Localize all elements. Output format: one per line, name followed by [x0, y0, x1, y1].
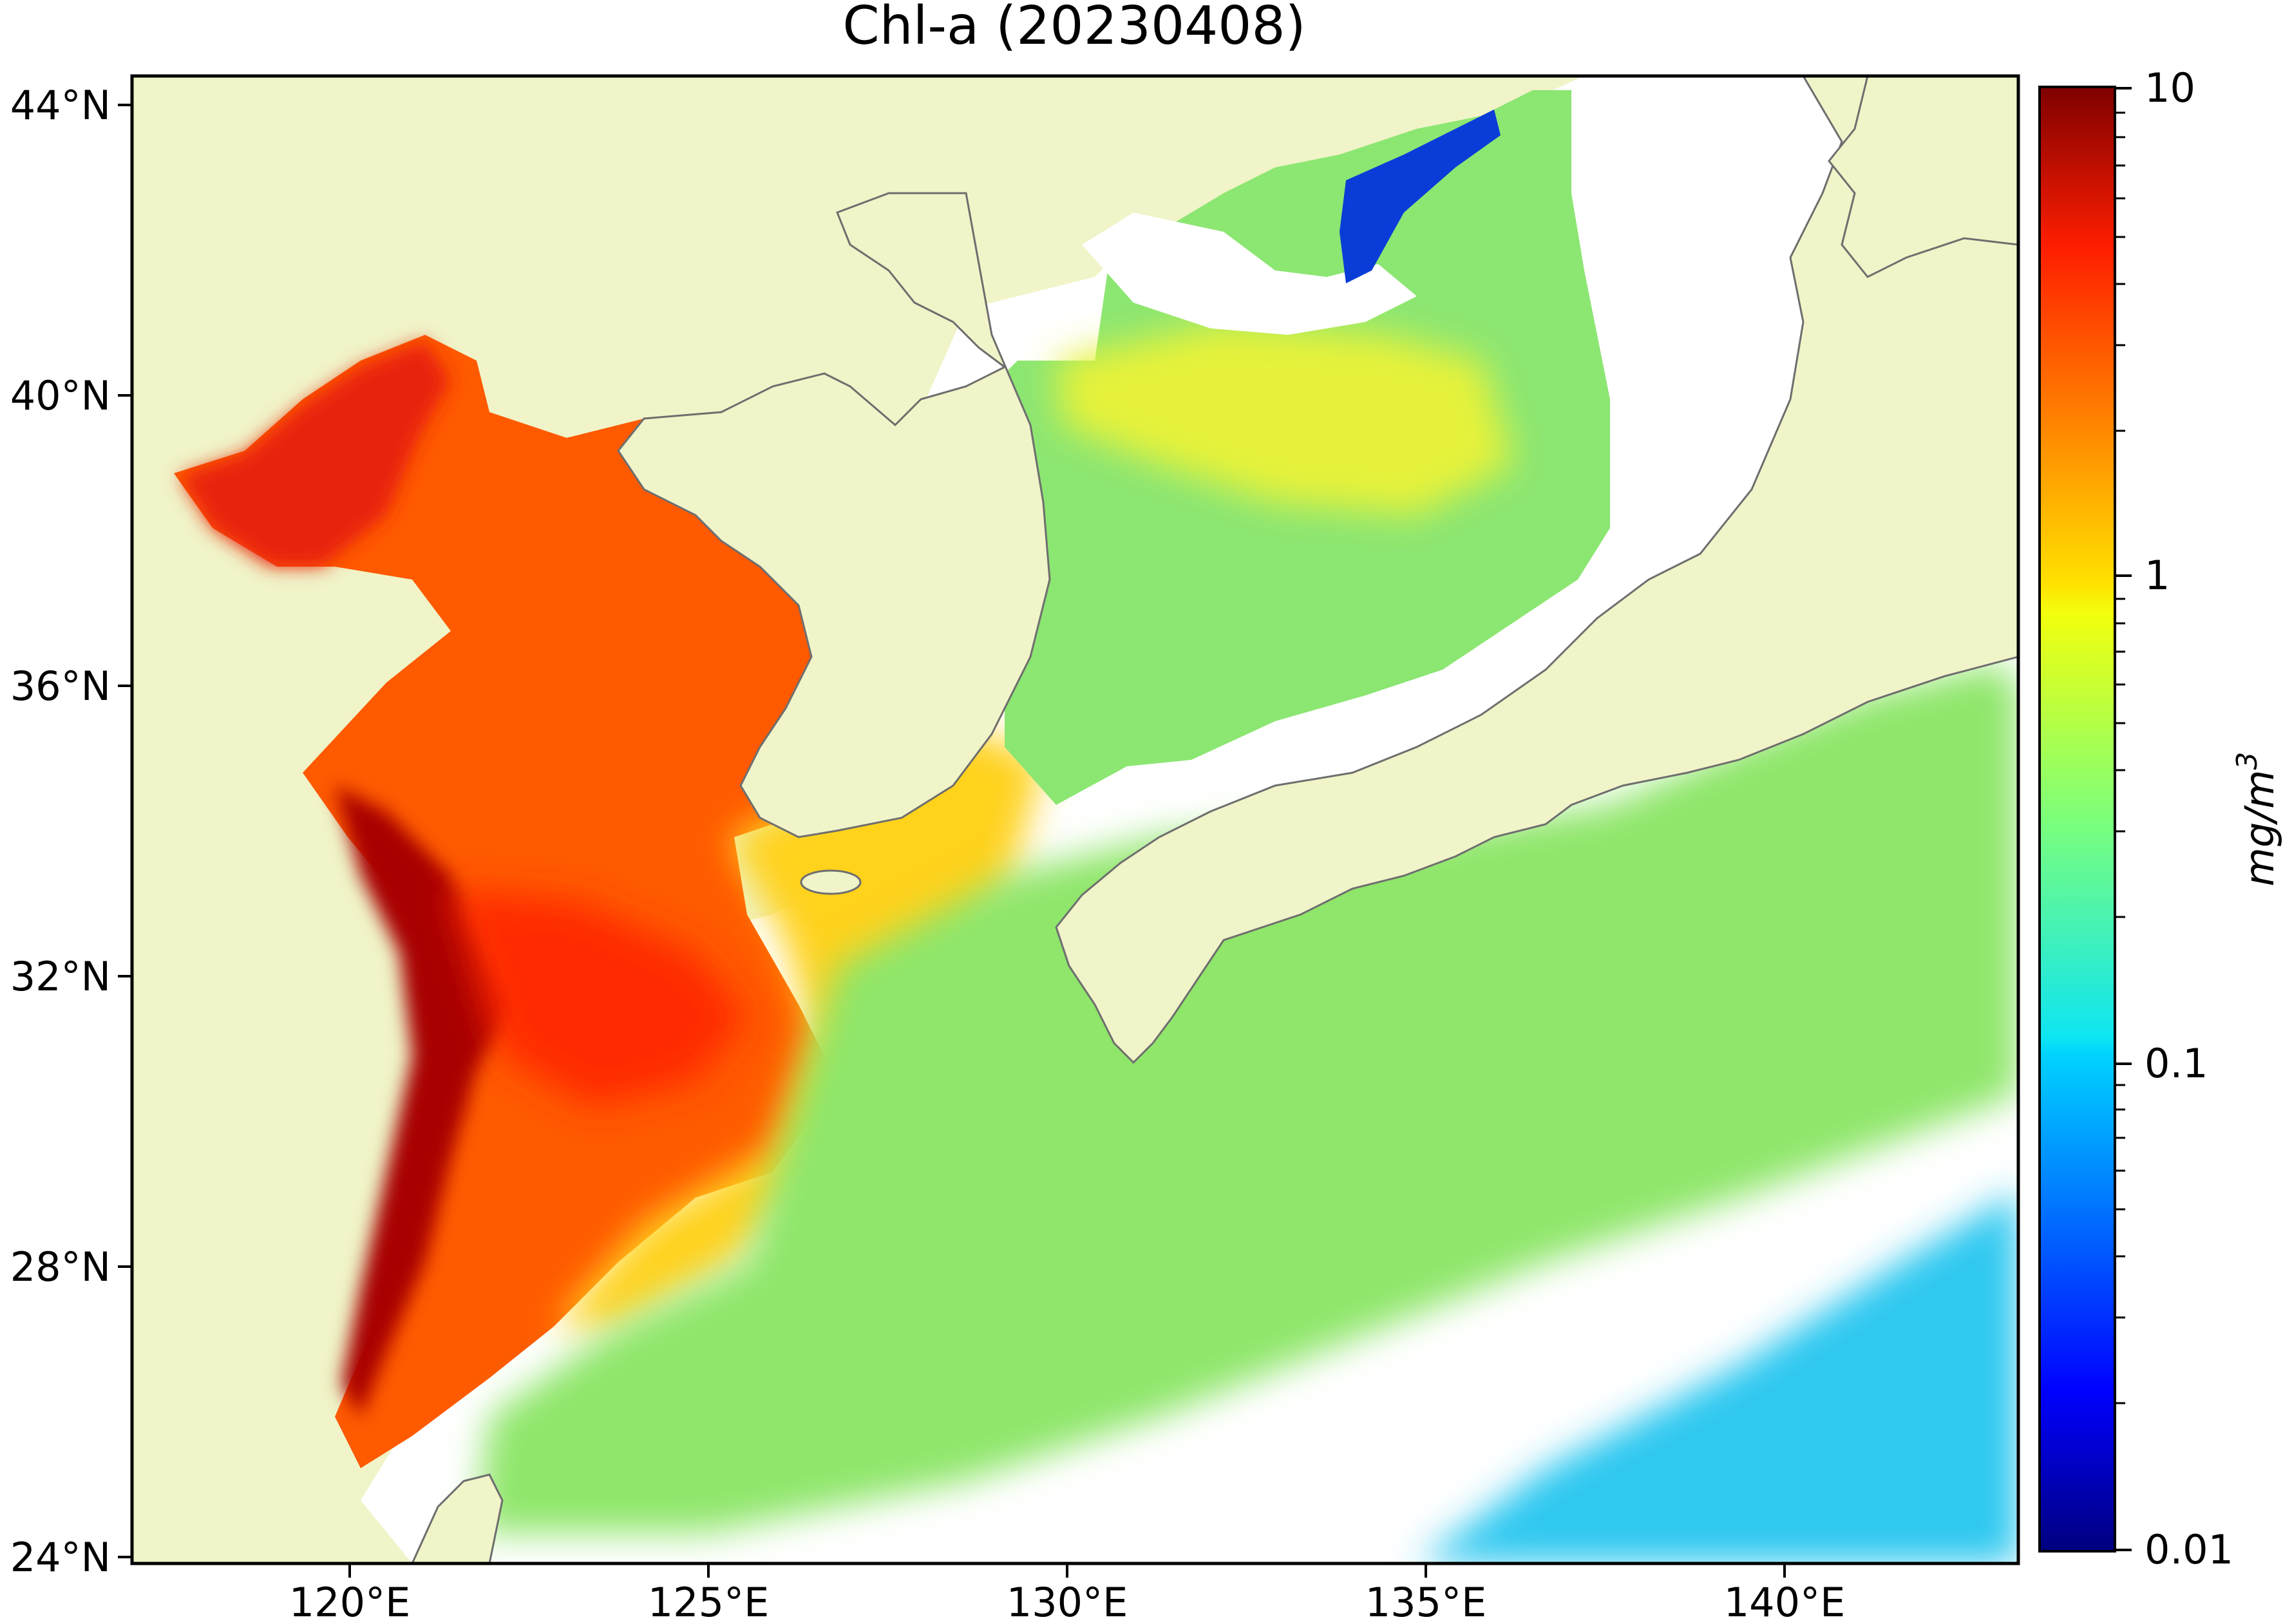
colorbar-unit-base: mg/m: [2236, 770, 2283, 886]
lon-tick-marks: [348, 1563, 1786, 1578]
lon-tick-label: 135°E: [1365, 1579, 1487, 1624]
sea-of-japan-yellow: [1056, 322, 1513, 515]
japan-land: [1055, 76, 2018, 1064]
lat-tick-label: 32°N: [10, 953, 111, 1000]
lat-tick-label: 44°N: [10, 82, 111, 129]
colorbar-unit-exponent: 3: [2231, 751, 2264, 770]
sea-of-japan-cloud-gap: [1082, 212, 1417, 335]
colorbar-tick-label: 0.01: [2145, 1526, 2233, 1573]
lat-tick-marks: [118, 104, 132, 1558]
colorbar-unit-label: mg/m3: [2231, 751, 2283, 886]
colorbar-gradient: [2038, 86, 2116, 1553]
pacific-cyan: [1417, 1191, 2018, 1563]
lat-tick-label: 24°N: [10, 1534, 111, 1581]
lon-tick-label: 120°E: [289, 1579, 411, 1624]
bohai-bloom: [180, 341, 451, 567]
colorbar-minor-ticks: [2115, 111, 2125, 1404]
lat-tick-label: 36°N: [10, 663, 111, 710]
lat-tick-labels: 24°N 28°N 32°N 36°N 40°N 44°N: [10, 82, 111, 1581]
lat-tick-label: 28°N: [10, 1243, 111, 1290]
colorbar: 10 1 0.1 0.01 mg/m3: [2038, 64, 2283, 1573]
jeju-island: [800, 869, 862, 895]
korea-land: [617, 192, 1051, 838]
colorbar-major-ticks: [2115, 87, 2132, 1551]
lon-tick-label: 140°E: [1724, 1579, 1846, 1624]
ecs-transition: [554, 728, 1043, 1327]
lon-tick-label: 130°E: [1007, 1579, 1128, 1624]
colorbar-tick-label: 10: [2145, 64, 2195, 111]
map-area: [132, 76, 2018, 1563]
map-frame: [130, 74, 2020, 1565]
sea-of-japan-blue-patch: [1340, 109, 1501, 283]
central-bloom: [451, 889, 747, 1108]
lon-tick-label: 125°E: [648, 1579, 770, 1624]
chart-title: Chl-a (20230408): [842, 0, 1305, 57]
taiwan-land: [411, 1473, 504, 1563]
lat-tick-label: 40°N: [10, 372, 111, 419]
hokkaido-land: [1828, 76, 2018, 278]
lon-tick-labels: 120°E 125°E 130°E 135°E 140°E: [289, 1579, 1846, 1624]
colorbar-tick-label: 0.1: [2145, 1040, 2208, 1087]
ecs-green: [477, 663, 2018, 1533]
colorbar-tick-label: 1: [2145, 552, 2170, 599]
